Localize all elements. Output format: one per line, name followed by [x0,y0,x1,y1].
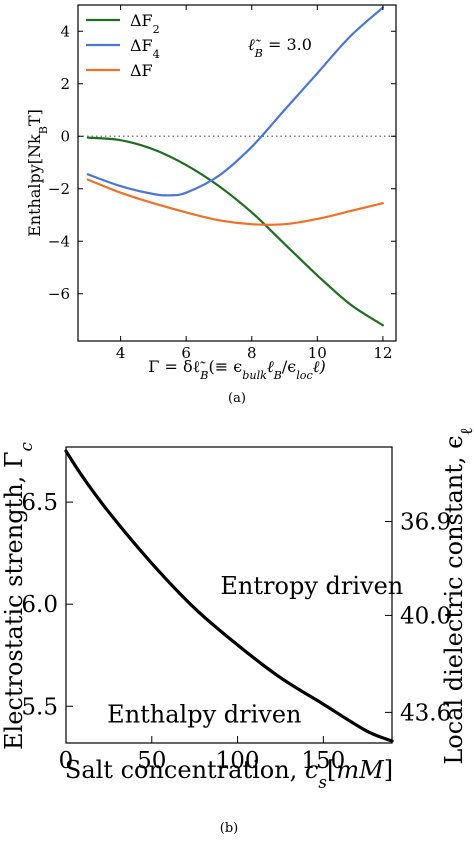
y-tick-label: 0 [60,127,70,145]
legend-label-2: ΔF [130,61,153,80]
panel-b-ticks: 0 50 100 150 5.5 6.0 6.5 36.9 40.0 43.6 [21,490,451,774]
y-tick-label: −4 [48,232,70,250]
x-tick-label: 4 [116,344,126,362]
series-line-1 [86,6,384,197]
panel-a-plot-frame [77,4,397,342]
series-line-0 [64,449,394,743]
panel-a-ticks: 4 6 8 10 12 4 2 0 −2 −4 −6 [48,5,396,362]
panel-a-caption: (a) [228,391,246,406]
right-tick-label: 40.0 [400,603,451,629]
right-tick-label: 36.9 [400,510,451,536]
annotation-0: Entropy driven [220,572,403,600]
x-tick-label: 12 [373,344,392,362]
y-tick-label: −2 [48,180,70,198]
panel-b-caption: (b) [220,821,238,836]
panel-b-curves [64,449,394,743]
y-tick-label: 2 [60,75,70,93]
y-tick-label: 6.0 [21,592,58,618]
right-tick-label: 43.6 [400,700,451,726]
y-tick-label: −6 [48,285,70,303]
legend-label-0: ΔF2 [130,11,160,36]
x-tick-label: 0 [59,748,74,774]
series-line-2 [86,178,384,226]
panel-a-curves [78,6,396,327]
x-tick-label: 100 [216,748,260,774]
panel-b-x-axis-label: Salt concentration, cs[mM] [65,756,393,792]
panel-a-y-axis-label: Enthalpy[NkBT] [25,109,50,237]
x-tick-label: 50 [137,748,166,774]
panel-b: 0 50 100 150 5.5 6.0 6.5 36.9 40.0 43.6 Entropy d… [0,427,474,836]
x-tick-label: 150 [301,748,345,774]
x-tick-label: 8 [247,344,257,362]
panel-a-x-axis-label: Γ = δℓ̃B(≡ ϵbulkℓB/ϵlocℓ) [148,357,325,382]
panel-b-y-axis-label: Electrostatic strength, Γc [0,441,36,750]
panel-a-annotation: ℓ̃B = 3.0 [248,35,312,60]
x-tick-label: 10 [308,344,327,362]
panel-b-annotations: Entropy driven Enthalpy driven [107,572,403,729]
legend-label-1: ΔF4 [130,36,160,61]
y-tick-label: 6.5 [21,490,58,516]
y-tick-label: 5.5 [21,694,58,720]
panel-b-plot-frame [65,446,393,744]
x-tick-label: 6 [181,344,191,362]
annotation-1: Enthalpy driven [107,701,301,729]
y-tick-label: 4 [60,22,70,40]
series-line-0 [86,136,384,327]
panel-b-right-axis-label: Local dielectric constant, ϵℓ [440,427,474,764]
